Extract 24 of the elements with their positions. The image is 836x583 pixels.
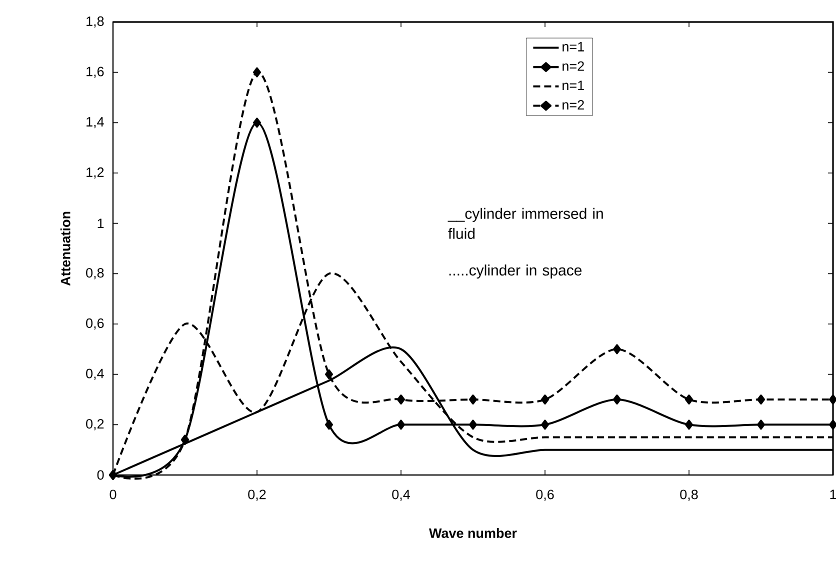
legend-label: n=2 (562, 100, 584, 110)
y-tick-label: 0,6 (86, 318, 104, 330)
legend-label: n=2 (562, 61, 584, 71)
x-tick-label: 0,8 (680, 490, 698, 501)
x-tick-label: 0,2 (248, 490, 266, 501)
y-tick-label: 0,4 (86, 368, 104, 380)
annotation: __cylinder immersed in fluid (448, 208, 603, 239)
y-tick-label: 0,2 (86, 419, 104, 430)
y-tick-label: 1,2 (86, 167, 104, 179)
x-tick-label: 0 (110, 490, 116, 500)
x-tick-label: 0,4 (392, 490, 410, 501)
y-axis-title: Attenuation (60, 212, 70, 286)
annotation: .....cylinder in space (449, 264, 582, 279)
y-tick-label: 0,8 (86, 268, 104, 280)
y-tick-label: 1,8 (86, 16, 104, 28)
y-tick-label: 1 (98, 218, 104, 228)
y-tick-label: 1,4 (86, 117, 104, 128)
legend-label: n=1 (562, 42, 584, 52)
y-tick-label: 1,6 (86, 66, 104, 78)
y-tick-label: 0 (97, 470, 104, 480)
x-tick-label: 1 (830, 490, 836, 499)
x-tick-label: 0,6 (536, 490, 554, 501)
legend-label: n=1 (562, 80, 584, 90)
x-axis-title: Wave number (429, 528, 517, 538)
